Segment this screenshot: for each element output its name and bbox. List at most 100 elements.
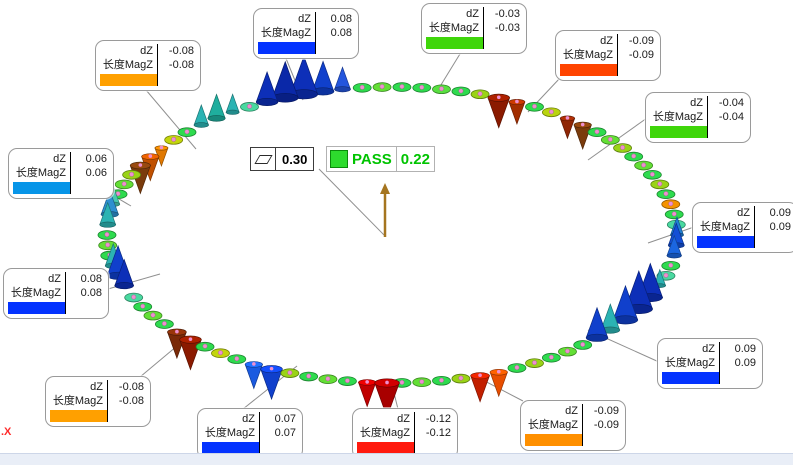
deviation-callout[interactable]: dZ -0.03 长度MagZ -0.03 xyxy=(421,3,527,54)
pass-divider xyxy=(395,147,397,171)
bar-spacer xyxy=(108,408,146,422)
mag-value: -0.08 xyxy=(118,395,144,407)
dz-value: -0.08 xyxy=(168,45,194,57)
bar-spacer xyxy=(260,440,298,454)
bar-spacer xyxy=(708,124,746,138)
mag-label: 长度MagZ xyxy=(650,110,708,124)
deviation-callout[interactable]: dZ -0.08 长度MagZ -0.08 xyxy=(95,40,201,91)
dz-label: dZ xyxy=(50,380,108,394)
deviation-color-bar xyxy=(100,74,157,86)
mag-value: -0.09 xyxy=(628,49,654,61)
callout-table: dZ -0.03 长度MagZ -0.03 xyxy=(426,7,522,49)
callout-table: dZ -0.08 长度MagZ -0.08 xyxy=(100,44,196,86)
deviation-color-bar xyxy=(662,372,719,384)
dz-value: 0.09 xyxy=(769,207,791,219)
deviation-callout[interactable]: dZ 0.06 长度MagZ 0.06 xyxy=(8,148,114,199)
deviation-bar-cell xyxy=(8,300,66,314)
callout-table: dZ -0.09 长度MagZ -0.09 xyxy=(525,404,621,446)
mag-label: 长度MagZ xyxy=(560,48,618,62)
dz-label: dZ xyxy=(202,412,260,426)
bar-spacer xyxy=(415,440,453,454)
callout-table: dZ -0.08 长度MagZ -0.08 xyxy=(50,380,146,422)
mag-value: -0.08 xyxy=(168,59,194,71)
dz-label: dZ xyxy=(662,342,720,356)
callout-table: dZ 0.08 长度MagZ 0.08 xyxy=(258,12,354,54)
flatness-parallelogram-glyph xyxy=(253,154,273,164)
dz-label: dZ xyxy=(100,44,158,58)
bottom-panel-edge xyxy=(0,453,793,465)
deviation-color-bar xyxy=(650,126,707,138)
deviation-bar-cell xyxy=(100,72,158,86)
mag-value: 0.07 xyxy=(274,427,296,439)
deviation-bar-cell xyxy=(662,370,720,384)
dz-value: -0.09 xyxy=(593,405,619,417)
dz-label: dZ xyxy=(357,412,415,426)
mag-label: 长度MagZ xyxy=(426,21,484,35)
deviation-callout[interactable]: dZ -0.12 长度MagZ -0.12 xyxy=(352,408,458,459)
deviation-color-bar xyxy=(697,236,754,248)
pass-status-box[interactable]: PASS 0.22 xyxy=(326,146,435,172)
deviation-callout[interactable]: dZ 0.08 长度MagZ 0.08 xyxy=(3,268,109,319)
deviation-callout[interactable]: dZ 0.08 长度MagZ 0.08 xyxy=(253,8,359,59)
deviation-bar-cell xyxy=(357,440,415,454)
axis-x-label: .X xyxy=(1,426,12,438)
deviation-callout[interactable]: dZ -0.04 长度MagZ -0.04 xyxy=(645,92,751,143)
mag-label: 长度MagZ xyxy=(8,286,66,300)
mag-value: -0.12 xyxy=(425,427,451,439)
dz-label: dZ xyxy=(560,34,618,48)
deviation-bar-cell xyxy=(258,40,316,54)
callout-table: dZ -0.04 长度MagZ -0.04 xyxy=(650,96,746,138)
mag-label: 长度MagZ xyxy=(662,356,720,370)
mag-value: 0.09 xyxy=(769,221,791,233)
mag-label: 长度MagZ xyxy=(50,394,108,408)
mag-label: 长度MagZ xyxy=(100,58,158,72)
bar-spacer xyxy=(158,72,196,86)
dz-value: -0.03 xyxy=(494,8,520,20)
deviation-color-bar xyxy=(258,42,315,54)
deviation-callout[interactable]: dZ -0.08 长度MagZ -0.08 xyxy=(45,376,151,427)
dz-value: -0.12 xyxy=(425,413,451,425)
callout-table: dZ 0.06 长度MagZ 0.06 xyxy=(13,152,109,194)
deviation-color-bar xyxy=(560,64,617,76)
dz-label: dZ xyxy=(13,152,71,166)
mag-label: 长度MagZ xyxy=(697,220,755,234)
callout-table: dZ 0.09 长度MagZ 0.09 xyxy=(697,206,793,248)
deviation-callout[interactable]: dZ 0.09 长度MagZ 0.09 xyxy=(692,202,793,253)
deviation-callout[interactable]: dZ 0.07 长度MagZ 0.07 xyxy=(197,408,303,459)
dz-value: -0.04 xyxy=(718,97,744,109)
mag-label: 长度MagZ xyxy=(525,418,583,432)
deviation-bar-cell xyxy=(525,432,583,446)
dz-label: dZ xyxy=(697,206,755,220)
pass-status-label: PASS xyxy=(352,150,392,168)
bar-spacer xyxy=(583,432,621,446)
deviation-color-bar xyxy=(50,410,107,422)
dz-value: 0.08 xyxy=(330,13,352,25)
mag-label: 长度MagZ xyxy=(13,166,71,180)
dz-value: 0.09 xyxy=(734,343,756,355)
callout-table: dZ -0.12 长度MagZ -0.12 xyxy=(357,412,453,454)
bar-spacer xyxy=(618,62,656,76)
bar-spacer xyxy=(720,370,758,384)
deviation-callout[interactable]: dZ -0.09 长度MagZ -0.09 xyxy=(555,30,661,81)
flatness-tolerance-box[interactable]: 0.30 xyxy=(250,147,315,171)
deviation-bar-cell xyxy=(50,408,108,422)
deviation-bar-cell xyxy=(650,124,708,138)
deviation-bar-cell xyxy=(202,440,260,454)
deviation-color-bar xyxy=(426,37,483,49)
dz-value: 0.08 xyxy=(80,273,102,285)
deviation-callout[interactable]: dZ -0.09 长度MagZ -0.09 xyxy=(520,400,626,451)
deviation-color-bar xyxy=(8,302,65,314)
deviation-color-bar xyxy=(357,442,414,454)
pass-color-swatch xyxy=(330,150,348,168)
dz-label: dZ xyxy=(525,404,583,418)
flatness-icon xyxy=(251,148,276,170)
deviation-callout[interactable]: dZ 0.09 长度MagZ 0.09 xyxy=(657,338,763,389)
tolerance-value: 0.30 xyxy=(282,151,308,167)
bar-spacer xyxy=(316,40,354,54)
mag-value: -0.03 xyxy=(494,22,520,34)
callout-table: dZ 0.08 长度MagZ 0.08 xyxy=(8,272,104,314)
deviation-color-bar xyxy=(202,442,259,454)
mag-value: 0.09 xyxy=(734,357,756,369)
